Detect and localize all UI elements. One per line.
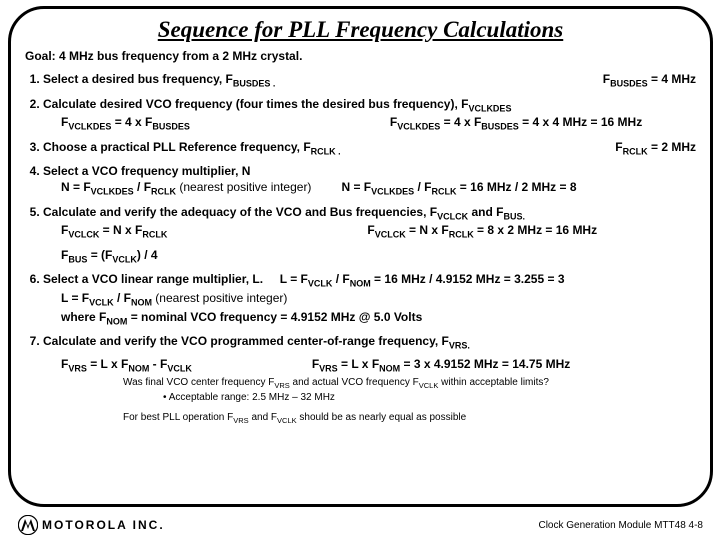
step-4: Select a VCO frequency multiplier, N N =… xyxy=(43,163,696,198)
step-3-desc: Choose a practical PLL Reference frequen… xyxy=(43,139,341,158)
motorola-logo-icon xyxy=(18,515,38,535)
step-5-formula: FVCLCK = N x FRCLK xyxy=(61,222,167,241)
slide-frame: Sequence for PLL Frequency Calculations … xyxy=(8,6,713,507)
step-5-value: FVCLCK = N x FRCLK = 8 x 2 MHz = 16 MHz xyxy=(367,222,597,241)
goal-text: Goal: 4 MHz bus frequency from a 2 MHz c… xyxy=(25,49,696,63)
step-7: Calculate and verify the VCO programmed … xyxy=(43,333,696,426)
step-2-formula: FVCLKDES = 4 x FBUSDES xyxy=(61,114,190,133)
step-7-notes: Was final VCO center frequency FVRS and … xyxy=(123,376,696,426)
page-ref: Clock Generation Module MTT48 4-8 xyxy=(538,520,703,531)
step-2-value: FVCLKDES = 4 x FBUSDES = 4 x 4 MHz = 16 … xyxy=(390,114,642,133)
brand-block: MOTOROLA INC. xyxy=(18,515,165,535)
brand-text: MOTOROLA INC. xyxy=(42,518,165,532)
step-3-value: FRCLK = 2 MHz xyxy=(615,139,696,158)
footer: MOTOROLA INC. Clock Generation Module MT… xyxy=(0,515,721,535)
step-4-formula: N = FVCLKDES / FRCLK (nearest positive i… xyxy=(61,179,311,198)
step-5: Calculate and verify the adequacy of the… xyxy=(43,204,696,266)
step-4-value: N = FVCLKDES / FRCLK = 16 MHz / 2 MHz = … xyxy=(341,179,576,198)
slide-title: Sequence for PLL Frequency Calculations xyxy=(25,17,696,43)
step-7-formula: FVRS = L x FNOM - FVCLK xyxy=(61,356,192,375)
step-6-where: where FNOM = nominal VCO frequency = 4.9… xyxy=(61,309,696,328)
step-3: Choose a practical PLL Reference frequen… xyxy=(43,139,696,158)
step-6: Select a VCO linear range multiplier, L.… xyxy=(43,271,696,327)
step-5-bus: FBUS = (FVCLK) / 4 xyxy=(61,247,696,266)
step-1: Select a desired bus frequency, FBUSDES … xyxy=(43,71,696,90)
step-1-value: FBUSDES = 4 MHz xyxy=(603,71,696,90)
steps-list: Select a desired bus frequency, FBUSDES … xyxy=(25,71,696,426)
step-7-value: FVRS = L x FNOM = 3 x 4.9152 MHz = 14.75… xyxy=(312,356,570,375)
step-1-desc: Select a desired bus frequency, FBUSDES … xyxy=(43,71,275,90)
step-6-value: L = FVCLK / FNOM = 16 MHz / 4.9152 MHz =… xyxy=(280,272,565,286)
step-2: Calculate desired VCO frequency (four ti… xyxy=(43,96,696,133)
step-6-formula: L = FVCLK / FNOM (nearest positive integ… xyxy=(61,290,696,309)
